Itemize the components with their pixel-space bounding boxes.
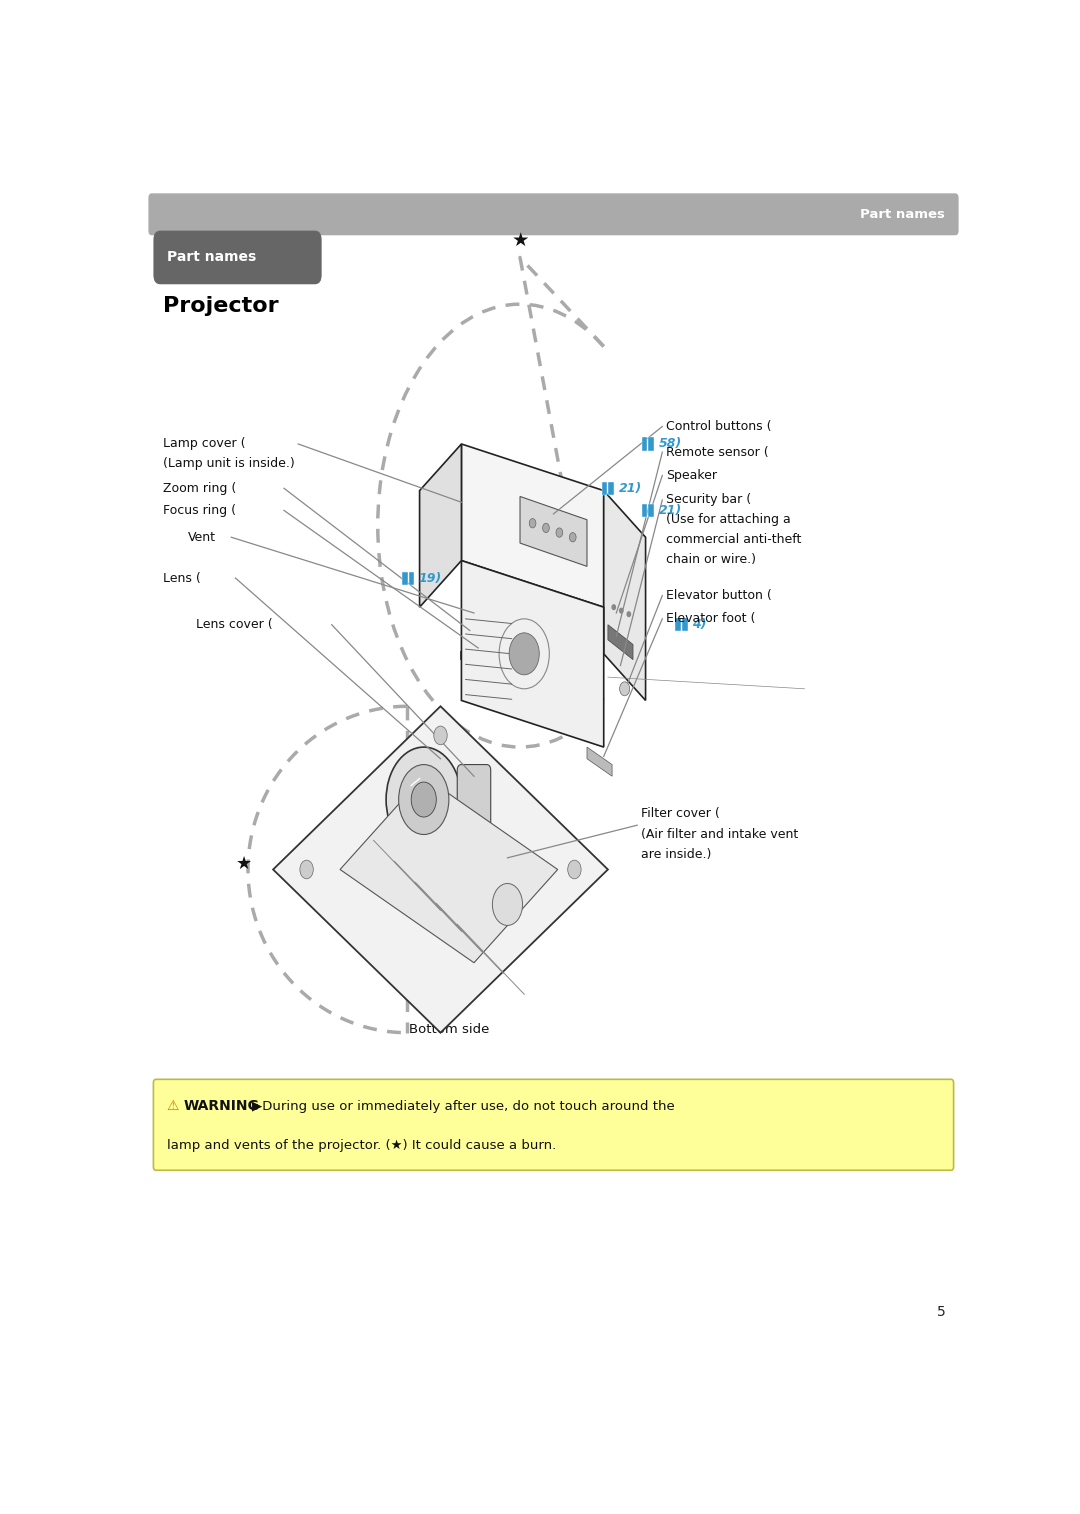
FancyBboxPatch shape — [642, 504, 647, 516]
FancyBboxPatch shape — [648, 438, 654, 451]
FancyBboxPatch shape — [409, 571, 415, 584]
Text: (Lamp unit is inside.): (Lamp unit is inside.) — [163, 457, 295, 471]
Circle shape — [627, 612, 631, 616]
Text: ★: ★ — [511, 230, 529, 250]
Circle shape — [556, 528, 563, 537]
Text: are inside.): are inside.) — [642, 848, 712, 861]
Polygon shape — [461, 444, 604, 607]
Text: Projector: Projector — [163, 295, 279, 316]
Text: Control buttons (: Control buttons ( — [666, 419, 772, 433]
Circle shape — [542, 524, 550, 533]
Text: Part names: Part names — [166, 250, 256, 265]
FancyBboxPatch shape — [153, 230, 322, 285]
Text: Zoom ring (: Zoom ring ( — [163, 481, 235, 495]
Polygon shape — [588, 746, 612, 777]
Text: (Use for attaching a: (Use for attaching a — [666, 513, 792, 527]
Circle shape — [620, 609, 623, 613]
Polygon shape — [604, 491, 646, 701]
Text: 19): 19) — [419, 572, 442, 584]
Text: Bottom side: Bottom side — [408, 1023, 489, 1037]
Text: Security bar (: Security bar ( — [666, 494, 752, 507]
Text: ▶During use or immediately after use, do not touch around the: ▶During use or immediately after use, do… — [253, 1099, 675, 1113]
Circle shape — [399, 765, 449, 834]
Text: WARNING: WARNING — [184, 1099, 259, 1113]
Text: chain or wire.): chain or wire.) — [666, 553, 756, 566]
Text: Lens (: Lens ( — [163, 572, 201, 584]
Text: Elevator foot (: Elevator foot ( — [666, 612, 756, 625]
Text: 4): 4) — [692, 618, 706, 631]
Circle shape — [529, 519, 536, 528]
FancyBboxPatch shape — [681, 618, 688, 631]
Polygon shape — [521, 497, 588, 566]
FancyBboxPatch shape — [648, 504, 654, 516]
Circle shape — [509, 633, 539, 675]
Text: ⚠: ⚠ — [166, 1099, 179, 1113]
Circle shape — [569, 533, 576, 542]
Polygon shape — [461, 560, 604, 746]
Text: Front-Right side: Front-Right side — [459, 651, 564, 663]
Text: Focus ring (: Focus ring ( — [163, 504, 235, 516]
Text: Part names: Part names — [861, 207, 945, 221]
Text: Speaker: Speaker — [666, 469, 717, 481]
Text: commercial anti-theft: commercial anti-theft — [666, 533, 801, 547]
Text: 5: 5 — [936, 1305, 945, 1320]
Circle shape — [411, 783, 436, 818]
Circle shape — [568, 860, 581, 878]
Text: Filter cover (: Filter cover ( — [642, 807, 720, 821]
Text: Lamp cover (: Lamp cover ( — [163, 438, 245, 451]
Text: lamp and vents of the projector. (★) It could cause a burn.: lamp and vents of the projector. (★) It … — [166, 1139, 556, 1152]
FancyBboxPatch shape — [642, 438, 647, 451]
Text: 21): 21) — [659, 504, 681, 516]
FancyBboxPatch shape — [675, 618, 680, 631]
FancyBboxPatch shape — [402, 571, 408, 584]
Text: Lens cover (: Lens cover ( — [197, 618, 273, 631]
Polygon shape — [419, 444, 461, 607]
Polygon shape — [340, 777, 557, 963]
Circle shape — [434, 727, 447, 745]
Text: (Air filter and intake vent: (Air filter and intake vent — [642, 828, 798, 840]
Text: 21): 21) — [619, 481, 642, 495]
FancyBboxPatch shape — [602, 481, 607, 495]
Text: Vent: Vent — [188, 531, 216, 544]
FancyBboxPatch shape — [148, 194, 959, 235]
Circle shape — [300, 860, 313, 878]
Text: ★: ★ — [235, 855, 252, 872]
FancyBboxPatch shape — [608, 481, 615, 495]
FancyBboxPatch shape — [153, 1079, 954, 1170]
Circle shape — [620, 681, 630, 696]
Polygon shape — [608, 625, 633, 660]
Circle shape — [492, 884, 523, 925]
Circle shape — [612, 606, 616, 610]
Text: 58): 58) — [659, 438, 681, 451]
Text: Remote sensor (: Remote sensor ( — [666, 445, 769, 459]
Polygon shape — [273, 706, 608, 1033]
FancyBboxPatch shape — [457, 765, 490, 834]
Circle shape — [386, 746, 461, 852]
Text: Elevator button (: Elevator button ( — [666, 589, 772, 603]
